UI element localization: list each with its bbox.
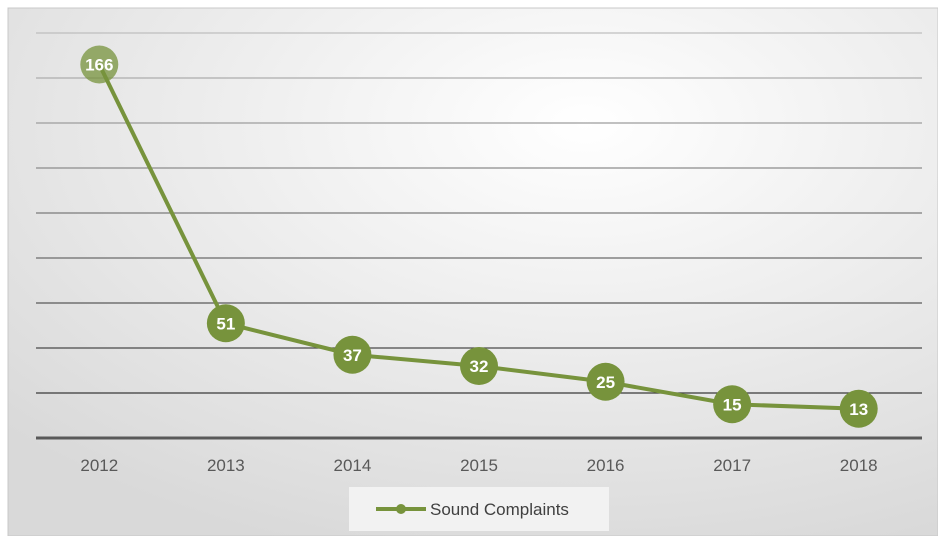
x-tick-label: 2015 [460, 456, 498, 475]
data-label: 15 [723, 395, 742, 414]
data-label: 51 [216, 314, 235, 333]
x-tick-label: 2018 [840, 456, 878, 475]
x-tick-label: 2012 [80, 456, 118, 475]
chart-background [7, 7, 938, 536]
series-sound-complaints: 166 51 37 32 25 15 13 [80, 45, 878, 428]
data-point [206, 304, 245, 343]
data-label: 37 [343, 346, 362, 365]
data-label: 32 [470, 357, 489, 376]
x-tick-label: 2013 [207, 456, 245, 475]
data-label: 166 [85, 56, 113, 75]
data-point [460, 347, 498, 385]
x-tick-labels: 2012 2013 2014 2015 2016 2017 2018 [80, 456, 877, 475]
data-label: 25 [596, 373, 615, 392]
data-point [713, 385, 752, 424]
data-point [586, 362, 625, 401]
x-tick-label: 2016 [587, 456, 625, 475]
x-tick-label: 2017 [713, 456, 751, 475]
legend: Sound Complaints [349, 487, 609, 531]
data-point [333, 335, 372, 374]
x-tick-label: 2014 [334, 456, 372, 475]
legend-marker-icon [396, 504, 406, 514]
data-point [839, 389, 878, 428]
data-label: 13 [849, 400, 868, 419]
legend-label: Sound Complaints [430, 500, 569, 519]
data-point [80, 45, 119, 84]
